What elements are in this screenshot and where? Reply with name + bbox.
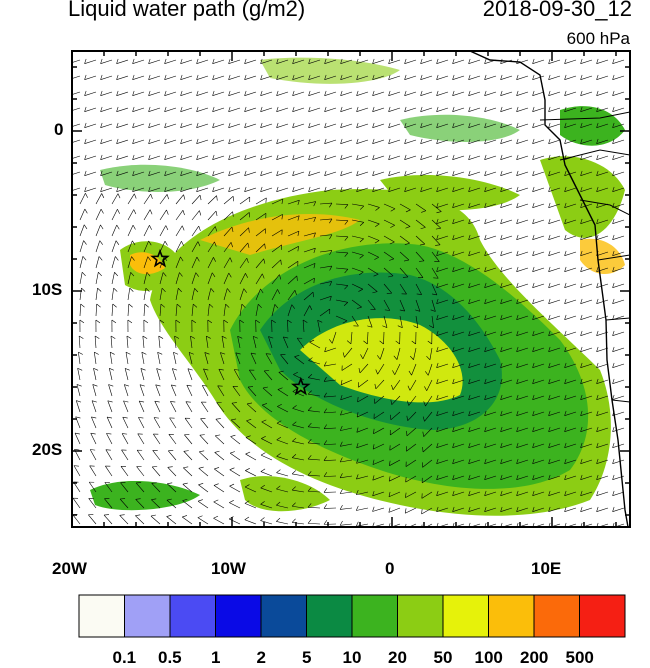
colorbar-label-1: 0.5 [158, 648, 182, 668]
colorbar-label-6: 20 [388, 648, 407, 668]
colorbar [79, 595, 625, 637]
colorbar-label-7: 50 [434, 648, 453, 668]
colorbar-label-4: 5 [302, 648, 311, 668]
colorbar-swatch-9 [489, 595, 535, 637]
xtick-0: 0 [385, 559, 394, 579]
colorbar-swatch-0 [79, 595, 125, 637]
colorbar-label-9: 200 [520, 648, 548, 668]
colorbar-swatch-11 [580, 595, 626, 637]
colorbar-label-2: 1 [211, 648, 220, 668]
colorbar-swatch-1 [125, 595, 171, 637]
colorbar-swatch-5 [307, 595, 353, 637]
xtick-20W: 20W [52, 559, 87, 579]
colorbar-swatch-7 [398, 595, 444, 637]
colorbar-label-0: 0.1 [113, 648, 137, 668]
colorbar-swatch-3 [216, 595, 262, 637]
xtick-10W: 10W [211, 559, 246, 579]
colorbar-swatch-10 [534, 595, 580, 637]
ytick-20S: 20S [32, 440, 62, 460]
colorbar-swatch-4 [261, 595, 307, 637]
colorbar-swatch-8 [443, 595, 489, 637]
xtick-10E: 10E [531, 559, 561, 579]
colorbar-label-10: 500 [566, 648, 594, 668]
colorbar-label-3: 2 [257, 648, 266, 668]
colorbar-label-8: 100 [475, 648, 503, 668]
ytick-10S: 10S [32, 280, 62, 300]
ytick-0: 0 [54, 120, 63, 140]
colorbar-label-5: 10 [343, 648, 362, 668]
colorbar-swatch-6 [352, 595, 398, 637]
colorbar-swatch-2 [170, 595, 216, 637]
